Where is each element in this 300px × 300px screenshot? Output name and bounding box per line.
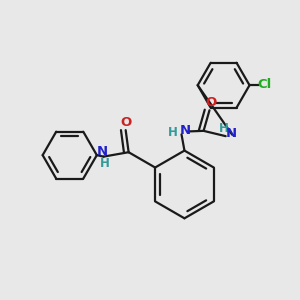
Text: H: H bbox=[100, 157, 110, 169]
Text: H: H bbox=[168, 126, 178, 140]
Text: Cl: Cl bbox=[257, 78, 272, 91]
Text: N: N bbox=[179, 124, 191, 137]
Text: N: N bbox=[225, 127, 236, 140]
Text: H: H bbox=[219, 122, 229, 135]
Text: O: O bbox=[120, 116, 131, 129]
Text: N: N bbox=[97, 145, 108, 158]
Text: O: O bbox=[205, 96, 217, 110]
